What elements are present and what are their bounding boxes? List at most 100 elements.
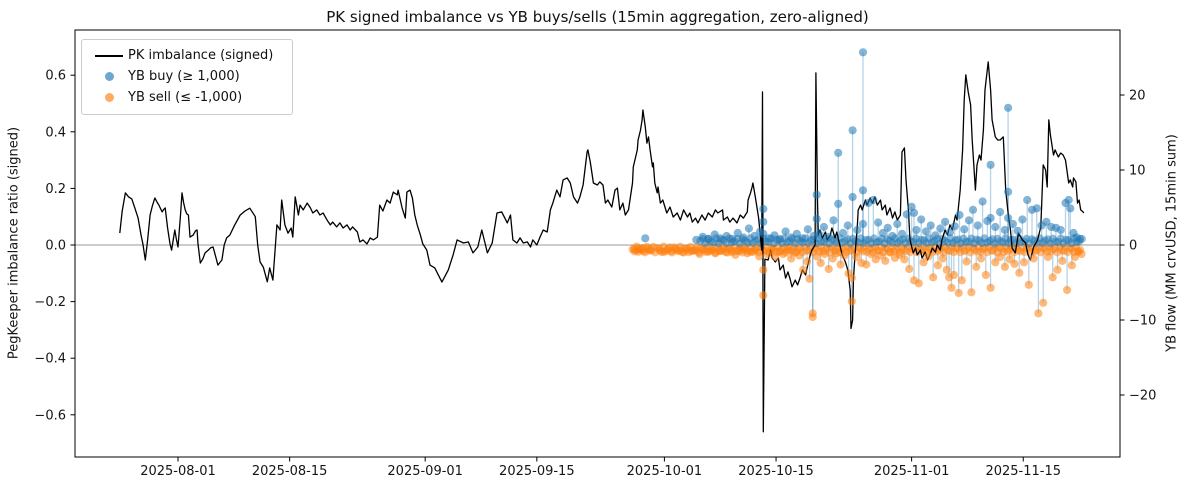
- buy-dot: [775, 234, 785, 244]
- buy-dot: [1000, 225, 1010, 235]
- sell-dot: [1048, 273, 1057, 282]
- buy-dot-icon: [90, 72, 128, 81]
- buy-dot: [798, 234, 807, 243]
- sell-dot: [852, 252, 861, 262]
- buy-dot: [834, 148, 843, 157]
- sell-dot: [1067, 261, 1076, 270]
- x-tick-label: 2025-09-15: [499, 464, 575, 479]
- buy-dot: [1064, 195, 1073, 205]
- buy-dot: [843, 221, 852, 230]
- buy-dot: [912, 225, 921, 235]
- y-left-tick-label: 0.6: [45, 69, 66, 84]
- chart-title: PK signed imbalance vs YB buys/sells (15…: [326, 8, 869, 26]
- buy-dot: [815, 230, 824, 239]
- buy-dot: [991, 222, 1000, 232]
- y-right-tick-label: 20: [1129, 89, 1146, 104]
- y-left-tick-label: 0.4: [45, 125, 66, 140]
- buy-dot: [750, 231, 759, 241]
- sell-dot: [972, 262, 981, 271]
- legend: PK imbalance (signed) YB buy (≥ 1,000) Y…: [81, 39, 293, 115]
- sell-dot: [1019, 258, 1029, 267]
- sell-dot: [759, 291, 768, 300]
- buy-dot: [978, 197, 987, 206]
- sell-dot: [840, 251, 849, 260]
- sell-dot: [1015, 268, 1024, 277]
- y-left-tick-label: −0.2: [34, 295, 66, 310]
- x-tick-label: 2025-10-01: [627, 464, 703, 479]
- buy-dot: [897, 229, 907, 238]
- sell-dot: [836, 260, 845, 269]
- buy-dot: [858, 186, 868, 195]
- buy-dot: [641, 234, 650, 243]
- sell-dot: [847, 297, 856, 306]
- sell-dot: [1024, 280, 1033, 289]
- buy-dot: [973, 221, 982, 230]
- buy-dot: [759, 217, 768, 226]
- buy-dot: [744, 224, 754, 233]
- buy-dot: [838, 228, 848, 238]
- buy-dot: [909, 208, 919, 217]
- buy-dot: [829, 216, 838, 225]
- buy-dot: [945, 228, 955, 237]
- sell-dot: [755, 252, 764, 261]
- buy-dot: [759, 204, 768, 214]
- sell-dot: [924, 252, 933, 261]
- buy-dot: [996, 207, 1005, 217]
- buy-dot: [1004, 187, 1013, 196]
- sell-dot: [799, 265, 808, 274]
- y-left-tick-label: −0.4: [34, 352, 66, 367]
- sell-dot: [933, 261, 943, 270]
- buy-dot: [1004, 103, 1013, 112]
- sell-dot: [1063, 285, 1072, 295]
- sell-dot: [1058, 256, 1067, 265]
- sell-dot: [981, 270, 990, 280]
- sell-dot: [812, 252, 821, 261]
- sell-dot: [957, 276, 966, 285]
- buy-dot: [893, 219, 902, 229]
- y-left-axis-label: PegKeeper imbalance ratio (signed): [6, 126, 22, 360]
- sell-dot: [803, 257, 812, 266]
- sell-dot: [914, 279, 923, 288]
- y-right-tick-label: −10: [1129, 314, 1156, 329]
- buy-dot: [733, 228, 742, 238]
- sell-dot: [1010, 259, 1019, 268]
- buy-dot: [1008, 219, 1018, 229]
- sell-dot: [886, 248, 895, 257]
- x-tick-label: 2025-10-15: [738, 464, 814, 479]
- buy-dot: [692, 235, 701, 244]
- sell-dot: [905, 264, 914, 274]
- y-left-tick-label: 0.0: [45, 239, 66, 254]
- sell-dot: [1000, 262, 1010, 271]
- buy-dot: [812, 214, 821, 223]
- buy-dot: [921, 227, 931, 236]
- y-right-tick-label: 0: [1129, 239, 1137, 254]
- sell-dot: [949, 270, 959, 280]
- buy-dot: [1013, 226, 1022, 235]
- buy-dot: [960, 225, 969, 234]
- buy-dot: [728, 234, 737, 244]
- sell-dot: [751, 246, 760, 255]
- sell-dot: [1077, 249, 1086, 259]
- sell-dot: [929, 273, 938, 282]
- sell-dot: [759, 265, 768, 274]
- buy-dot: [874, 218, 883, 227]
- buy-dot: [704, 234, 713, 244]
- buy-dot: [759, 229, 768, 238]
- buy-dot: [878, 228, 888, 238]
- legend-item-yb-buy: YB buy (≥ 1,000): [90, 66, 284, 87]
- buy-dot: [1004, 213, 1013, 223]
- sell-dot: [876, 251, 885, 260]
- buy-dot: [964, 216, 974, 225]
- sell-dot: [1053, 265, 1062, 274]
- buy-dot: [819, 222, 829, 232]
- buy-dot: [955, 210, 964, 220]
- buy-dot: [883, 223, 892, 232]
- axes-spines: [74, 29, 1121, 458]
- sell-dot: [986, 283, 995, 292]
- sell-dot: [795, 251, 804, 260]
- x-tick-label: 2025-11-15: [985, 464, 1061, 479]
- y-left-tick-label: −0.6: [34, 408, 66, 423]
- y-left-tick-label: 0.2: [45, 182, 66, 197]
- y-right-axis-label: YB flow (MM crvUSD, 15min sum): [1164, 134, 1180, 352]
